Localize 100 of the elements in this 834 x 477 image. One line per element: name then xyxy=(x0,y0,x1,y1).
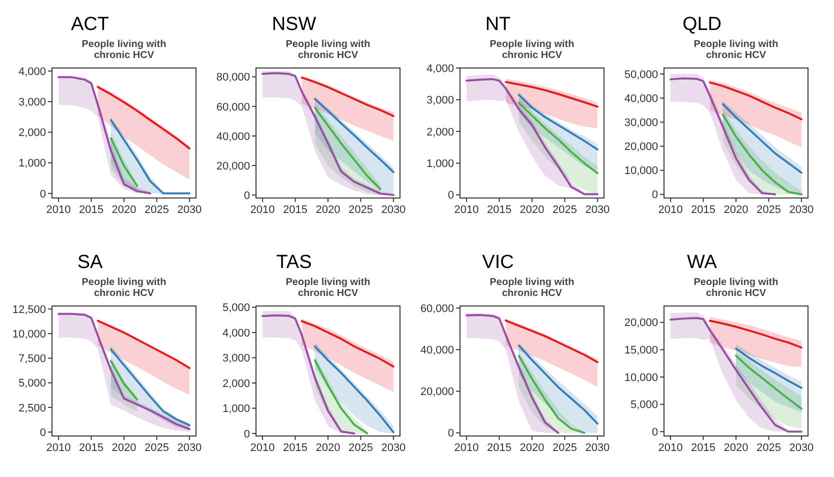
y-tick-label: 40,000 xyxy=(624,92,658,105)
chart-title: VIC xyxy=(482,252,514,273)
y-tick-label: 3,000 xyxy=(222,352,250,365)
chart-title: TAS xyxy=(276,252,312,273)
line-series xyxy=(735,348,802,389)
y-tick-label: 20,000 xyxy=(624,141,658,154)
y-tick-label: 60,000 xyxy=(216,101,250,114)
y-tick-label: 20,000 xyxy=(624,317,658,330)
x-tick-label: 2010 xyxy=(250,204,275,216)
chart-subtitle: People living with chronic HCV xyxy=(286,39,370,61)
y-tick-label: 20,000 xyxy=(216,160,250,172)
y-tick-label: 60,000 xyxy=(420,302,454,315)
line-series xyxy=(735,354,802,410)
chart-subtitle: People living with chronic HCV xyxy=(490,277,574,299)
x-tick-label: 2020 xyxy=(520,442,544,454)
y-tick-label: 12,500 xyxy=(12,304,46,316)
y-tick-label: 4,000 xyxy=(18,66,46,78)
x-tick-label: 2030 xyxy=(585,204,610,216)
x-tick-label: 2015 xyxy=(487,204,512,216)
y-tick-label: 1,000 xyxy=(426,158,454,170)
line-series xyxy=(708,320,802,349)
x-tick-label: 2020 xyxy=(724,204,748,216)
y-tick-label: 2,500 xyxy=(18,402,46,414)
y-tick-label: 4,000 xyxy=(222,327,250,340)
y-tick-label: 5,000 xyxy=(18,378,46,390)
line-series xyxy=(300,76,394,118)
line-series xyxy=(314,98,394,174)
y-tick-label: 0 xyxy=(244,428,250,440)
chart-subtitle: People living with chronic HCV xyxy=(694,39,778,61)
x-tick-label: 2020 xyxy=(520,204,544,216)
y-tick-label: 0 xyxy=(652,426,658,438)
x-tick-label: 2030 xyxy=(381,442,406,454)
x-tick-label: 2025 xyxy=(348,204,373,216)
y-tick-label: 15,000 xyxy=(624,344,658,357)
y-tick-label: 3,000 xyxy=(18,96,46,108)
x-tick-label: 2030 xyxy=(177,442,202,454)
chart-title: NSW xyxy=(272,14,316,35)
y-tick-label: 3,000 xyxy=(426,94,454,107)
y-tick-label: 2,000 xyxy=(18,127,46,140)
chart-subtitle: People living with chronic HCV xyxy=(82,277,166,299)
x-tick-label: 2015 xyxy=(79,204,104,216)
x-tick-label: 2015 xyxy=(79,442,104,454)
x-tick-label: 2025 xyxy=(756,442,781,454)
line-series xyxy=(300,320,394,368)
y-tick-label: 0 xyxy=(448,428,454,440)
x-tick-label: 2015 xyxy=(691,442,716,454)
x-tick-label: 2020 xyxy=(724,442,748,454)
y-tick-label: 0 xyxy=(244,190,250,202)
y-tick-label: 1,000 xyxy=(222,403,250,416)
x-tick-label: 2015 xyxy=(283,204,308,216)
y-tick-label: 20,000 xyxy=(420,386,454,398)
y-tick-label: 40,000 xyxy=(420,344,454,357)
x-tick-label: 2015 xyxy=(283,442,308,454)
line-series xyxy=(722,103,802,174)
y-tick-label: 50,000 xyxy=(624,68,658,81)
y-tick-label: 10,000 xyxy=(624,372,658,384)
chart-subtitle: People living with chronic HCV xyxy=(286,277,370,299)
y-tick-label: 0 xyxy=(40,426,46,439)
x-tick-label: 2010 xyxy=(250,442,275,454)
line-series xyxy=(518,94,598,150)
chart-title: NT xyxy=(485,14,512,35)
x-tick-label: 2010 xyxy=(658,442,683,454)
y-tick-label: 5,000 xyxy=(222,302,250,314)
chart-title: QLD xyxy=(682,14,722,35)
x-tick-label: 2025 xyxy=(348,442,373,454)
chart-title: ACT xyxy=(71,14,110,35)
y-tick-label: 1,000 xyxy=(18,158,46,170)
x-tick-label: 2030 xyxy=(789,442,814,454)
y-tick-label: 2,000 xyxy=(426,126,454,138)
y-tick-label: 10,000 xyxy=(624,165,658,178)
y-tick-label: 0 xyxy=(652,189,658,202)
y-tick-label: 30,000 xyxy=(624,117,658,130)
chart-subtitle: People living with chronic HCV xyxy=(490,39,574,61)
x-tick-label: 2010 xyxy=(46,204,71,216)
x-tick-label: 2010 xyxy=(454,204,479,216)
x-tick-label: 2020 xyxy=(316,442,340,454)
line-series xyxy=(96,320,190,370)
chart-subtitle: People living with chronic HCV xyxy=(694,277,778,299)
chart-title: WA xyxy=(687,252,718,273)
line-series xyxy=(518,102,598,174)
x-tick-label: 2030 xyxy=(585,442,610,454)
x-tick-label: 2015 xyxy=(691,204,716,216)
x-tick-label: 2010 xyxy=(46,442,71,454)
y-tick-label: 7,500 xyxy=(18,353,46,366)
y-tick-label: 2,000 xyxy=(222,378,250,390)
x-tick-label: 2025 xyxy=(552,204,577,216)
x-tick-label: 2025 xyxy=(756,204,781,216)
x-tick-label: 2025 xyxy=(552,442,577,454)
line-series xyxy=(504,80,598,108)
x-tick-label: 2030 xyxy=(789,204,814,216)
x-tick-label: 2020 xyxy=(112,204,136,216)
y-tick-label: 10,000 xyxy=(12,328,46,340)
y-tick-label: 40,000 xyxy=(216,130,250,143)
line-series xyxy=(708,81,802,120)
x-tick-label: 2030 xyxy=(177,204,202,216)
x-tick-label: 2025 xyxy=(144,204,169,216)
x-tick-label: 2010 xyxy=(454,442,479,454)
y-tick-label: 80,000 xyxy=(216,72,250,84)
x-tick-label: 2010 xyxy=(658,204,683,216)
y-tick-label: 0 xyxy=(40,188,46,200)
